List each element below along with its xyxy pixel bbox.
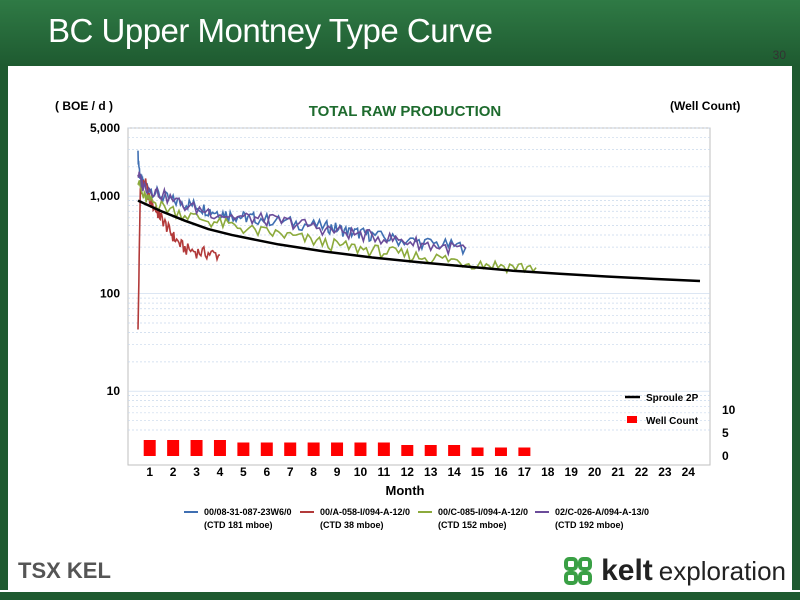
- well-count-bar: [213, 440, 226, 456]
- sproule-2p-curve: [137, 199, 701, 283]
- x-tick-label: 12: [401, 465, 415, 479]
- legend-wellcount-label: Well Count: [646, 416, 699, 427]
- legend-wellcount-swatch: [627, 416, 637, 423]
- well-count-bar: [401, 445, 414, 456]
- brand-suffix: exploration: [658, 555, 786, 586]
- x-tick-label: 10: [354, 465, 368, 479]
- legend-series-name: 00/08-31-087-23W6/0: [204, 507, 292, 517]
- well-count-bar: [307, 442, 320, 456]
- legend-series-name: 00/C-085-I/094-A-12/0: [438, 507, 528, 517]
- x-tick-label: 3: [193, 465, 200, 479]
- legend-sproule-label: Sproule 2P: [646, 393, 699, 404]
- series-lines: [137, 150, 701, 330]
- x-tick-label: 2: [170, 465, 177, 479]
- x-tick-label: 14: [447, 465, 461, 479]
- y-axis-label: ( BOE / d ): [55, 99, 113, 113]
- right-border: [792, 66, 800, 590]
- left-border: [0, 66, 8, 590]
- bottom-border: [0, 592, 800, 600]
- well-count-bars: [143, 440, 531, 456]
- y2-tick-label: 10: [722, 403, 736, 417]
- page-number: 30: [772, 48, 786, 62]
- x-tick-label: 24: [682, 465, 696, 479]
- x-tick-label: 18: [541, 465, 555, 479]
- x-axis-label: Month: [386, 483, 425, 498]
- page-title: BC Upper Montney Type Curve: [48, 12, 493, 49]
- grid-lines: [128, 127, 710, 431]
- well-count-bar: [354, 442, 367, 456]
- tsx-logo: TSX KEL: [18, 558, 111, 583]
- y-tick-label: 1,000: [90, 189, 120, 203]
- x-tick-label: 9: [334, 465, 341, 479]
- y2-tick-label: 0: [722, 449, 729, 463]
- well-count-bar: [518, 447, 531, 456]
- celtic-knot-icon: [564, 557, 593, 585]
- series-line: [137, 171, 467, 257]
- y2-axis-label: (Well Count): [670, 99, 740, 113]
- legend-box: Sproule 2P Well Count: [625, 393, 699, 427]
- x-tick-label: 13: [424, 465, 438, 479]
- header-bar: BC Upper Montney Type Curve: [0, 0, 800, 66]
- well-count-bar: [471, 447, 484, 456]
- x-tick-label: 21: [611, 465, 625, 479]
- well-count-bar: [331, 442, 344, 456]
- well-count-bar: [494, 447, 507, 456]
- x-tick-label: 4: [217, 465, 224, 479]
- x-tick-label: 20: [588, 465, 602, 479]
- y-tick-label: 100: [100, 287, 120, 301]
- x-tick-label: 5: [240, 465, 247, 479]
- well-count-bar: [284, 442, 297, 456]
- series-legend: 00/08-31-087-23W6/0 (CTD 181 mboe) 00/A-05…: [184, 507, 649, 530]
- well-count-bar: [190, 440, 203, 456]
- footer: TSX KEL kelt exploration: [8, 548, 792, 592]
- well-count-bar: [143, 440, 156, 456]
- legend-series-name: 02/C-026-A/094-A-13/0: [555, 507, 649, 517]
- y-tick-label: 5,000: [90, 121, 120, 135]
- x-tick-label: 7: [287, 465, 294, 479]
- well-count-bar: [237, 442, 250, 456]
- well-count-bar: [424, 445, 437, 456]
- legend-series-ctd: (CTD 192 mboe): [555, 520, 624, 530]
- x-tick-label: 22: [635, 465, 649, 479]
- x-tick-label: 11: [378, 465, 391, 479]
- x-tick-label: 8: [310, 465, 317, 479]
- well-count-bar: [377, 442, 390, 456]
- legend-series-name: 00/A-058-I/094-A-12/0: [320, 507, 410, 517]
- well-count-bar: [448, 445, 461, 456]
- well-count-bar: [167, 440, 180, 456]
- y-tick-label: 10: [107, 384, 121, 398]
- x-tick-label: 15: [471, 465, 485, 479]
- legend-series-ctd: (CTD 152 mboe): [438, 520, 507, 530]
- kelt-logo: kelt exploration: [561, 554, 786, 588]
- well-count-bar: [260, 442, 273, 456]
- y2-tick-label: 5: [722, 426, 729, 440]
- brand-name: kelt: [601, 554, 653, 587]
- plot-area: [127, 127, 711, 466]
- x-tick-label: 19: [565, 465, 579, 479]
- x-tick-label: 23: [658, 465, 672, 479]
- x-tick-label: 1: [146, 465, 153, 479]
- x-tick-label: 17: [518, 465, 532, 479]
- x-tick-label: 6: [263, 465, 270, 479]
- x-tick-label: 16: [494, 465, 508, 479]
- chart-title: TOTAL RAW PRODUCTION: [309, 103, 502, 120]
- legend-series-ctd: (CTD 181 mboe): [204, 520, 273, 530]
- legend-series-ctd: (CTD 38 mboe): [320, 520, 384, 530]
